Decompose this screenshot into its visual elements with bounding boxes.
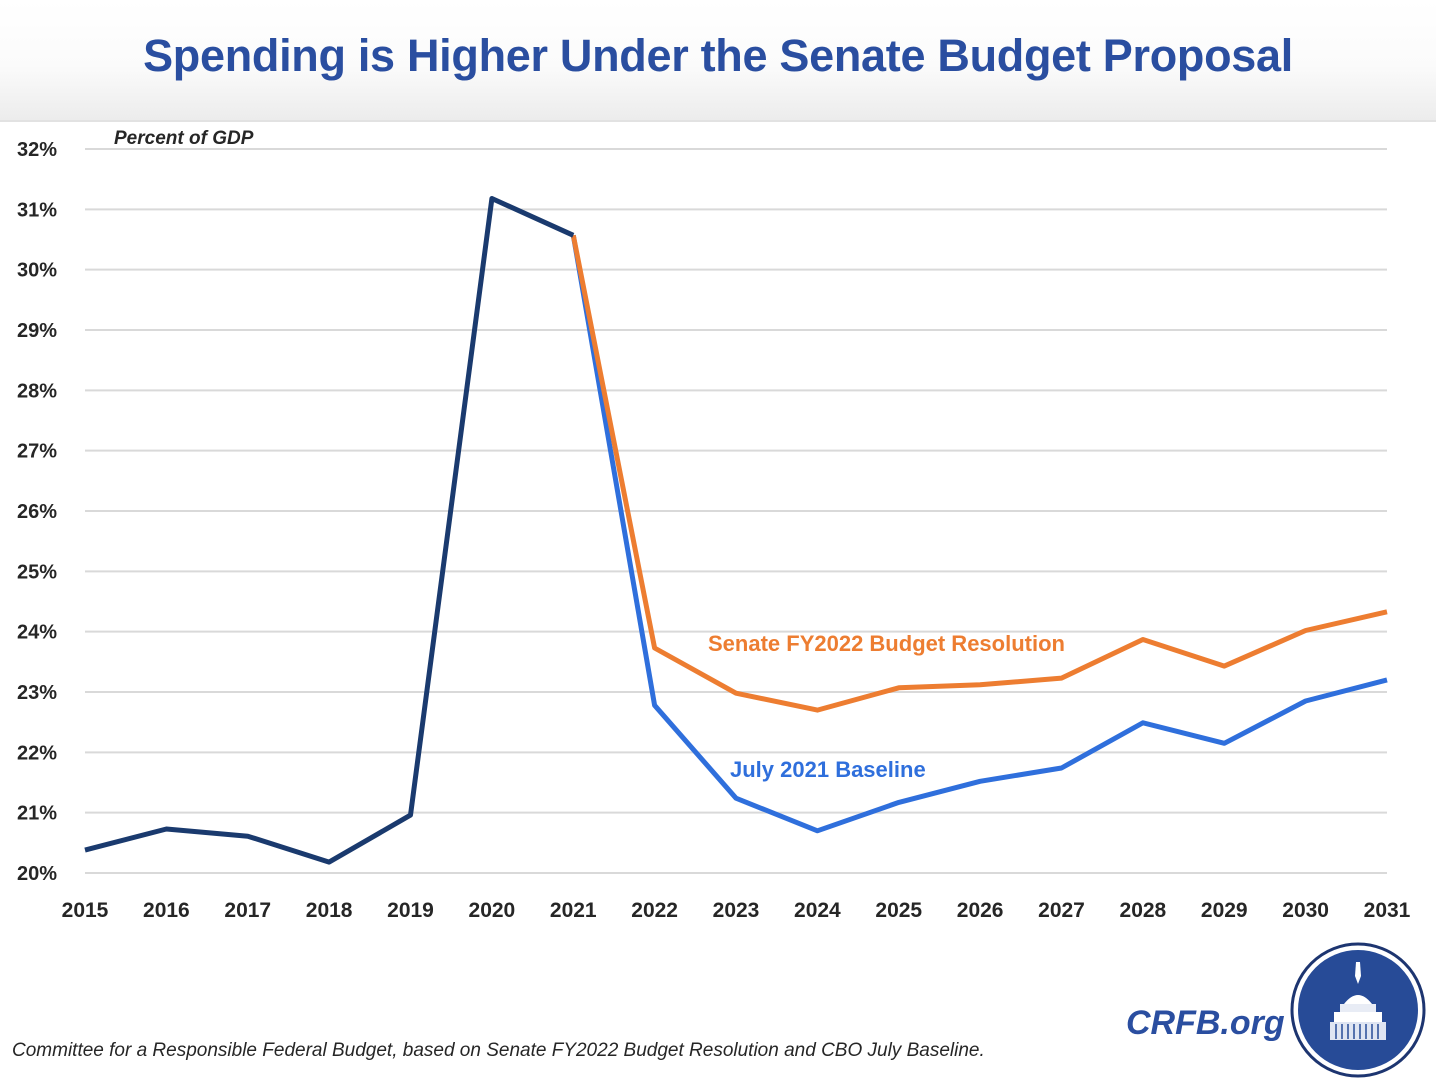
- capitol-dome-seal-icon: [1288, 942, 1428, 1078]
- x-tick-label: 2028: [1120, 899, 1167, 922]
- y-tick-label: 24%: [17, 622, 57, 644]
- y-tick-label: 32%: [17, 139, 57, 161]
- crfb-link[interactable]: CRFB.org: [1126, 1004, 1285, 1043]
- x-tick-label: 2025: [875, 899, 922, 922]
- y-tick-label: 23%: [17, 682, 57, 704]
- y-axis-ticks: 20% 21% 22% 23% 24% 25% 26% 27% 28% 29% 30% 31% 32%: [17, 139, 57, 885]
- baseline-series-label: July 2021 Baseline: [730, 757, 926, 782]
- x-tick-label: 2020: [469, 899, 516, 922]
- y-tick-label: 30%: [17, 260, 57, 282]
- x-tick-label: 2026: [957, 899, 1004, 922]
- y-tick-label: 26%: [17, 501, 57, 523]
- y-tick-label: 28%: [17, 380, 57, 402]
- unit-label: Percent of GDP: [114, 128, 254, 149]
- x-tick-label: 2018: [306, 899, 353, 922]
- y-tick-label: 31%: [17, 199, 57, 221]
- y-tick-label: 25%: [17, 561, 57, 583]
- x-tick-label: 2029: [1201, 899, 1248, 922]
- x-tick-label: 2031: [1364, 899, 1411, 922]
- x-tick-label: 2023: [713, 899, 760, 922]
- source-footnote: Committee for a Responsible Federal Budg…: [12, 1040, 985, 1062]
- x-tick-label: 2017: [224, 899, 271, 922]
- x-axis-ticks: 2015 2016 2017 2018 2019 2020 2021 2022 2023 2024…: [62, 899, 1411, 922]
- senate-series-label: Senate FY2022 Budget Resolution: [708, 631, 1065, 656]
- x-tick-label: 2015: [62, 899, 109, 922]
- historical-series-line: [85, 199, 573, 863]
- y-tick-label: 21%: [17, 803, 57, 825]
- x-tick-label: 2024: [794, 899, 841, 922]
- y-tick-label: 20%: [17, 863, 57, 885]
- x-tick-label: 2027: [1038, 899, 1085, 922]
- x-tick-label: 2016: [143, 899, 190, 922]
- y-tick-label: 29%: [17, 320, 57, 342]
- y-tick-label: 22%: [17, 742, 57, 764]
- baseline-series-line: [573, 235, 1387, 831]
- x-tick-label: 2022: [631, 899, 678, 922]
- x-tick-label: 2021: [550, 899, 597, 922]
- y-tick-label: 27%: [17, 441, 57, 463]
- x-tick-label: 2030: [1282, 899, 1329, 922]
- x-tick-label: 2019: [387, 899, 434, 922]
